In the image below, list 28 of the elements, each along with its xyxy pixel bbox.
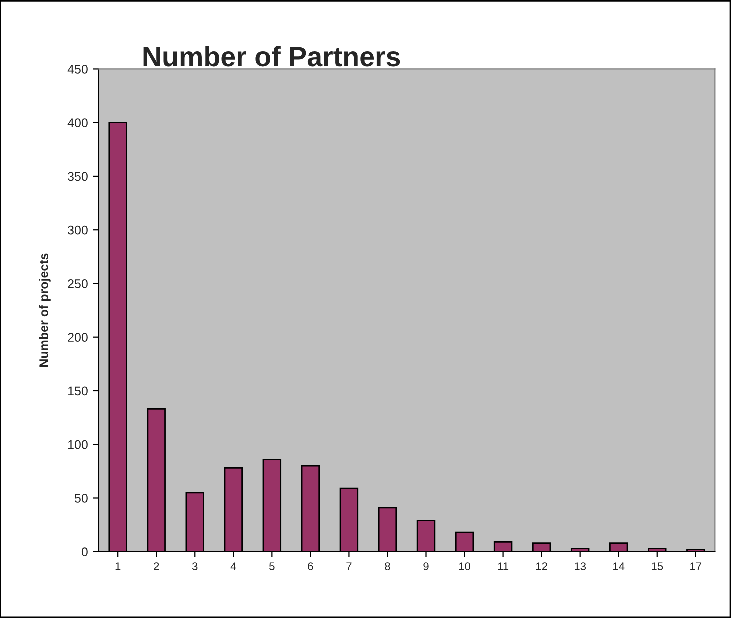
y-tick-label: 350 bbox=[68, 172, 88, 182]
x-tick-label: 2 bbox=[154, 562, 160, 570]
x-tick-label: 7 bbox=[346, 562, 352, 570]
x-tick-label: 10 bbox=[459, 562, 471, 570]
x-tick-label: 14 bbox=[614, 562, 625, 570]
x-tick-label: 6 bbox=[308, 562, 314, 570]
y-axis-title: Number of projects bbox=[39, 254, 51, 368]
x-tick-label: 4 bbox=[230, 562, 236, 570]
chart-title: Number of Partners bbox=[144, 46, 400, 67]
y-tick-label: 200 bbox=[68, 333, 88, 342]
y-tick-label: 300 bbox=[68, 226, 88, 235]
x-tick-label: 12 bbox=[536, 562, 548, 570]
y-tick-label: 450 bbox=[68, 65, 88, 74]
x-tick-label: 1 bbox=[116, 562, 121, 570]
y-tick-label: 150 bbox=[68, 386, 88, 396]
x-tick-label: 5 bbox=[270, 562, 275, 570]
x-tick-label: 17 bbox=[690, 562, 702, 570]
x-tick-label: 8 bbox=[385, 562, 390, 570]
y-tick-label: 0 bbox=[82, 548, 88, 557]
x-tick-label: 3 bbox=[192, 562, 198, 570]
y-tick-label: 400 bbox=[68, 118, 88, 128]
y-tick-label: 100 bbox=[68, 440, 88, 450]
y-tick-label: 50 bbox=[75, 494, 88, 503]
x-tick-label: 9 bbox=[424, 562, 429, 570]
x-tick-label: 15 bbox=[652, 562, 664, 570]
x-tick-label: 11 bbox=[498, 562, 509, 570]
x-tick-label: 13 bbox=[575, 562, 586, 570]
y-tick-label: 250 bbox=[68, 280, 88, 288]
